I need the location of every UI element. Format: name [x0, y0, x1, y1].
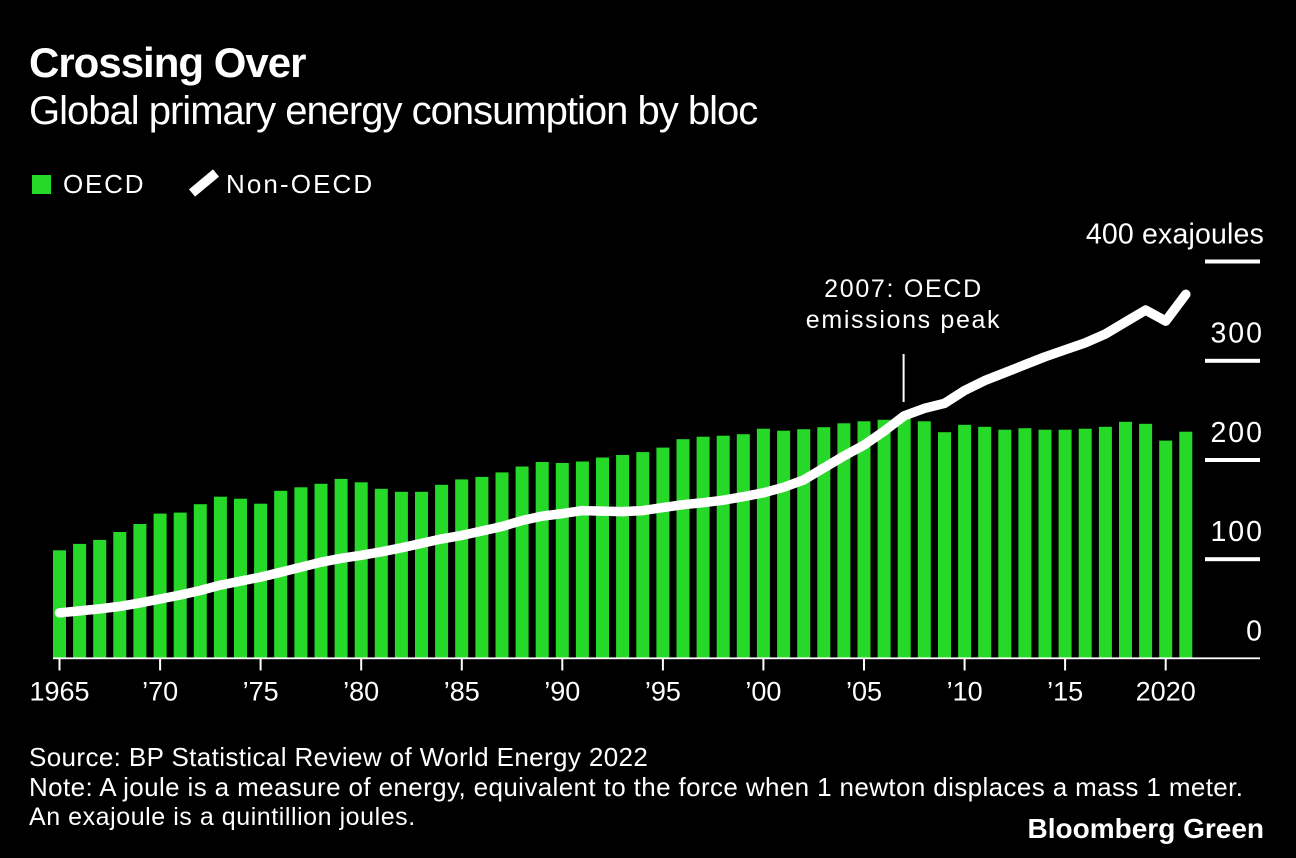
svg-text:’05: ’05 [846, 677, 882, 707]
svg-text:200: 200 [1210, 417, 1264, 449]
svg-text:1965: 1965 [29, 677, 89, 707]
svg-text:’75: ’75 [243, 677, 279, 707]
svg-text:400 exajoules: 400 exajoules [1086, 218, 1264, 250]
svg-text:2020: 2020 [1136, 677, 1196, 707]
svg-text:’80: ’80 [343, 677, 379, 707]
svg-text:’90: ’90 [544, 677, 580, 707]
svg-text:’15: ’15 [1047, 677, 1083, 707]
svg-text:’85: ’85 [444, 677, 480, 707]
svg-text:0: 0 [1246, 615, 1264, 647]
svg-text:100: 100 [1210, 516, 1264, 548]
svg-text:’00: ’00 [745, 677, 781, 707]
svg-text:300: 300 [1210, 318, 1264, 350]
svg-text:’95: ’95 [645, 677, 681, 707]
svg-text:’10: ’10 [947, 677, 983, 707]
svg-text:’70: ’70 [142, 677, 178, 707]
